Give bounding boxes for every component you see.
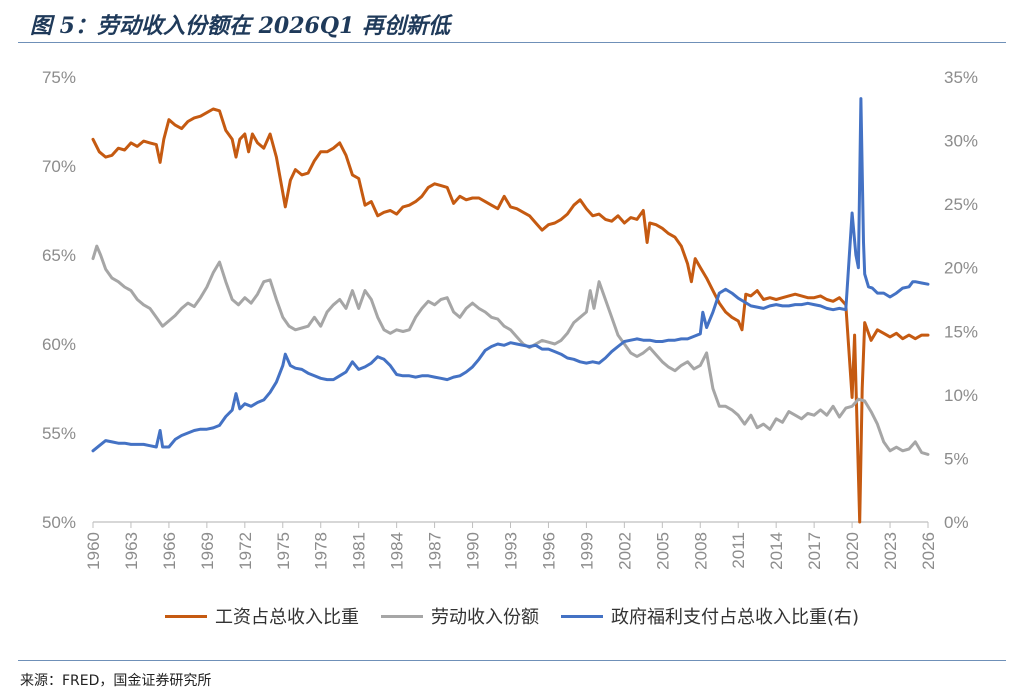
- footer-rule: [18, 660, 1006, 661]
- y-left-tick-label: 55%: [42, 424, 76, 443]
- x-tick-label: 1966: [160, 532, 179, 570]
- x-tick-label: 1999: [577, 532, 596, 570]
- y-axis-left-ticks: 50% 55% 60% 65% 70% 75%: [42, 68, 76, 532]
- y-left-tick-label: 65%: [42, 246, 76, 265]
- y-right-tick-label: 5%: [944, 449, 969, 468]
- x-tick-label: 2023: [881, 532, 900, 570]
- y-left-tick-label: 60%: [42, 335, 76, 354]
- y-right-tick-label: 10%: [944, 386, 978, 405]
- y-left-tick-label: 50%: [42, 513, 76, 532]
- y-right-tick-label: 20%: [944, 259, 978, 278]
- y-left-tick-label: 70%: [42, 157, 76, 176]
- legend-swatch-wage: [164, 614, 207, 618]
- x-tick-label: 2020: [843, 532, 862, 570]
- x-tick-label: 2011: [729, 532, 748, 569]
- y-right-tick-label: 35%: [944, 68, 978, 87]
- x-tick-label: 1987: [426, 532, 445, 570]
- legend-item-transfers: 政府福利支付占总收入比重(右): [560, 603, 860, 629]
- legend-item-labor-share: 劳动收入份额: [380, 603, 539, 629]
- y-axis-right-ticks: 0% 5% 10% 15% 20% 25% 30% 35%: [944, 68, 978, 532]
- legend-swatch-labor-share: [380, 614, 423, 618]
- x-tick-label: 1996: [539, 532, 558, 570]
- x-tick-label: 2017: [805, 532, 824, 570]
- x-tick-label: 1975: [274, 532, 293, 570]
- title-rule: [18, 42, 1006, 43]
- legend-label-wage: 工资占总收入比重: [214, 607, 359, 628]
- x-tick-label: 2014: [767, 532, 786, 570]
- y-left-tick-label: 75%: [42, 68, 76, 87]
- y-right-tick-label: 15%: [944, 322, 978, 341]
- x-tick-label: 2005: [653, 532, 672, 570]
- x-tick-label: 1963: [122, 532, 141, 570]
- legend: 工资占总收入比重 劳动收入份额 政府福利支付占总收入比重(右): [0, 603, 1024, 629]
- x-tick-label: 1972: [236, 532, 255, 570]
- x-tick-label: 2002: [615, 532, 634, 570]
- x-tick-label: 1960: [84, 532, 103, 570]
- x-tick-label: 1993: [502, 532, 521, 570]
- series-line-wage-share: [91, 107, 930, 524]
- legend-label-transfers: 政府福利支付占总收入比重(右): [610, 607, 860, 628]
- x-tick-label: 1990: [464, 532, 483, 570]
- legend-item-wage: 工资占总收入比重: [164, 603, 359, 629]
- x-tick-label: 2008: [691, 532, 710, 570]
- y-right-tick-label: 30%: [944, 132, 978, 151]
- source-note: 来源：FRED，国金证券研究所: [20, 673, 212, 689]
- y-right-tick-label: 25%: [944, 195, 978, 214]
- series-line-transfers-share: [91, 97, 930, 453]
- x-tick-label: 1984: [388, 532, 407, 570]
- legend-label-labor-share: 劳动收入份额: [430, 607, 539, 628]
- series-lines: [91, 97, 930, 524]
- x-tick-label: 1981: [350, 532, 369, 570]
- x-tick-label: 1969: [198, 532, 217, 570]
- chart-title: 图 5：劳动收入份额在 2026Q1 再创新低: [30, 13, 450, 39]
- x-tick-label: 2026: [919, 532, 938, 570]
- legend-swatch-transfers: [560, 614, 603, 618]
- x-tick-label: 1978: [312, 532, 331, 570]
- series-line-labor-share: [91, 244, 930, 456]
- x-axis-ticks: 1960 1963 1966 1969 1972 1975 1978 1981 1984 1987…: [84, 522, 938, 570]
- y-right-tick-label: 0%: [944, 513, 969, 532]
